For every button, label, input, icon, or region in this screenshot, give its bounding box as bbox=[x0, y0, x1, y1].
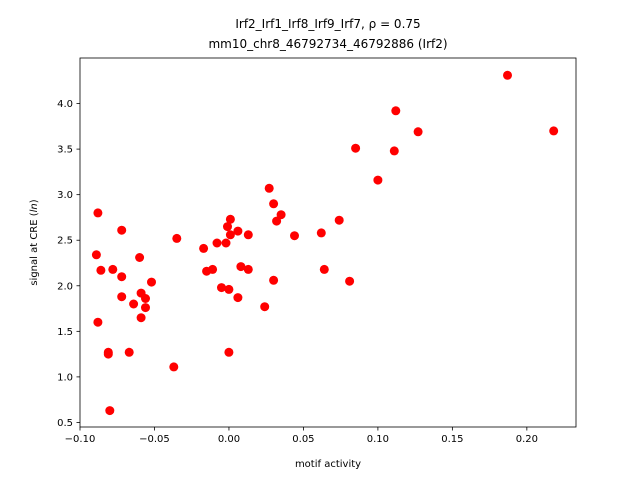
data-point bbox=[334, 215, 344, 225]
y-tick-label: 0.5 bbox=[57, 418, 73, 429]
data-point bbox=[236, 262, 246, 272]
y-axis-label: signal at CRE (ln) bbox=[29, 199, 40, 285]
data-point bbox=[264, 183, 274, 193]
y-axis-ticks: 0.5 1.0 1.5 2.0 2.5 3.0 3.5 4.0 bbox=[57, 99, 80, 429]
y-tick-label: 3.0 bbox=[57, 190, 73, 201]
data-point bbox=[212, 238, 222, 248]
chart-title-line1: Irf2_Irf1_Irf8_Irf9_Irf7, ρ = 0.75 bbox=[235, 17, 420, 31]
data-point bbox=[225, 230, 235, 240]
data-point bbox=[316, 228, 326, 238]
data-point bbox=[135, 253, 145, 262]
data-point bbox=[124, 347, 134, 357]
chart-title-line2: mm10_chr8_46792734_46792886 (Irf2) bbox=[208, 37, 447, 51]
data-point bbox=[319, 264, 329, 274]
data-point bbox=[117, 225, 127, 235]
data-point bbox=[169, 362, 179, 372]
x-axis-ticks: −0.10 −0.05 0.00 0.05 0.10 0.15 0.20 bbox=[65, 427, 538, 445]
points-layer bbox=[91, 70, 559, 416]
data-point bbox=[225, 214, 235, 224]
x-tick-label: −0.10 bbox=[65, 434, 96, 445]
data-point bbox=[93, 317, 103, 327]
y-axis-label-prefix: signal at CRE ( bbox=[29, 212, 40, 285]
x-tick-label: 0.15 bbox=[441, 434, 463, 445]
data-point bbox=[221, 238, 231, 248]
x-tick-label: 0.10 bbox=[367, 434, 389, 445]
data-point bbox=[389, 146, 399, 156]
data-point bbox=[103, 349, 113, 359]
data-point bbox=[503, 70, 512, 80]
data-point bbox=[117, 292, 127, 302]
data-point bbox=[147, 277, 156, 287]
data-point bbox=[208, 264, 218, 274]
x-tick-label: 0.05 bbox=[292, 434, 314, 445]
data-point bbox=[199, 243, 209, 253]
data-point bbox=[141, 303, 150, 313]
data-point bbox=[549, 126, 559, 136]
y-axis-label-italic: ln bbox=[29, 203, 40, 212]
y-tick-label: 1.5 bbox=[57, 327, 73, 338]
y-tick-label: 4.0 bbox=[57, 99, 73, 110]
data-point bbox=[223, 222, 232, 232]
data-point bbox=[391, 106, 401, 116]
x-tick-label: 0.00 bbox=[218, 434, 240, 445]
data-point bbox=[96, 265, 106, 275]
data-point bbox=[269, 275, 279, 285]
data-point bbox=[243, 230, 253, 240]
plot-frame bbox=[79, 57, 577, 428]
data-point bbox=[233, 293, 243, 303]
y-tick-label: 2.5 bbox=[57, 236, 73, 247]
data-point bbox=[172, 233, 182, 243]
data-point bbox=[217, 283, 226, 293]
data-point bbox=[260, 302, 270, 312]
x-axis-label: motif activity bbox=[295, 459, 361, 470]
data-point bbox=[224, 284, 234, 294]
data-point bbox=[108, 264, 118, 274]
data-point bbox=[224, 347, 234, 357]
data-point bbox=[141, 294, 150, 303]
data-point bbox=[373, 175, 383, 185]
data-point bbox=[243, 264, 253, 274]
data-point bbox=[269, 199, 279, 209]
data-point bbox=[136, 313, 146, 323]
data-point bbox=[276, 210, 286, 220]
data-point bbox=[351, 143, 361, 153]
data-point bbox=[93, 208, 103, 218]
y-axis-label-suffix: ) bbox=[29, 199, 40, 203]
data-point bbox=[413, 127, 423, 137]
data-point bbox=[290, 231, 299, 241]
y-tick-label: 3.5 bbox=[57, 145, 73, 156]
data-point bbox=[129, 299, 139, 309]
data-point bbox=[272, 216, 282, 226]
y-tick-label: 1.0 bbox=[57, 372, 73, 383]
data-point bbox=[345, 276, 355, 286]
data-point bbox=[117, 272, 127, 282]
data-point bbox=[233, 226, 243, 236]
x-tick-label: −0.05 bbox=[139, 434, 170, 445]
data-point bbox=[105, 406, 115, 416]
y-tick-label: 2.0 bbox=[57, 281, 73, 292]
x-tick-label: 0.20 bbox=[516, 434, 538, 445]
data-point bbox=[91, 250, 101, 260]
